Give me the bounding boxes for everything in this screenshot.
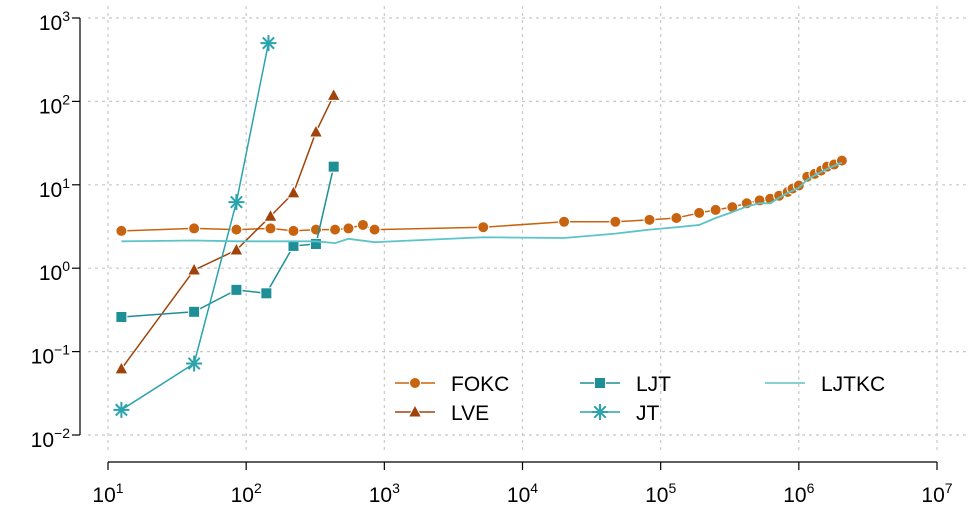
point (308, 123, 324, 138)
y-tick-label-exp: −1 (54, 342, 70, 358)
x-tick-label-exp: 4 (530, 480, 538, 496)
legend-marker (592, 404, 608, 420)
point (260, 287, 273, 300)
x-tick-label: 107 (921, 480, 952, 507)
point (670, 211, 683, 224)
point (113, 401, 130, 418)
point (558, 215, 571, 228)
point (186, 355, 203, 372)
series-line (120, 95, 335, 370)
x-tick-label-exp: 3 (392, 480, 400, 496)
point (115, 310, 128, 323)
point (356, 218, 369, 231)
legend-label: JT (636, 402, 660, 425)
x-tick-label-base: 10 (507, 484, 530, 507)
x-tick-label-base: 10 (369, 484, 392, 507)
y-tick-label-exp: −2 (54, 425, 70, 441)
point (477, 221, 490, 234)
y-tick-label-base: 10 (31, 346, 54, 369)
point (228, 194, 245, 211)
legend-marker (594, 377, 606, 389)
x-tick-label-exp: 6 (807, 480, 815, 496)
point (115, 224, 128, 237)
y-tick-label-exp: 0 (62, 258, 70, 274)
legend-label: LJT (636, 373, 671, 396)
y-tick-label-exp: 3 (62, 8, 70, 24)
point (188, 305, 201, 318)
legend-label: LJTKC (821, 373, 885, 396)
y-tick-label-exp: 1 (62, 175, 70, 191)
x-tick-label-base: 10 (645, 484, 668, 507)
point (286, 184, 301, 199)
x-tick-label-base: 10 (921, 484, 944, 507)
x-tick-label-exp: 2 (254, 480, 262, 496)
legend-label: LVE (451, 402, 489, 425)
x-tick-label-exp: 1 (116, 480, 124, 496)
y-tick-label-base: 10 (39, 262, 62, 285)
point (309, 238, 322, 251)
point (327, 160, 340, 173)
y-tick-label-base: 10 (39, 95, 62, 118)
y-tick-label-base: 10 (39, 12, 62, 35)
point (114, 360, 129, 375)
y-tick-label: 101 (39, 175, 70, 202)
point (260, 35, 277, 52)
x-tick-label-exp: 5 (668, 480, 676, 496)
point (643, 213, 656, 226)
x-tick-label: 105 (645, 480, 676, 507)
point (329, 223, 342, 236)
point (609, 215, 622, 228)
series-line (120, 42, 270, 411)
y-tick-label: 103 (39, 8, 70, 35)
series-line (121, 161, 843, 245)
point (326, 87, 342, 101)
y-tick-label-base: 10 (31, 429, 54, 452)
y-tick-label: 100 (39, 258, 70, 285)
x-tick-label: 103 (369, 480, 400, 507)
point (287, 224, 300, 237)
series-line (121, 159, 843, 232)
y-tick-label: 10−1 (31, 342, 71, 369)
x-tick-label: 104 (507, 480, 538, 507)
y-tick-label-base: 10 (39, 179, 62, 202)
x-tick-label: 102 (231, 480, 262, 507)
point (230, 283, 243, 296)
point (186, 262, 202, 276)
point (264, 222, 277, 235)
point (230, 223, 243, 236)
x-tick-label-base: 10 (231, 484, 254, 507)
y-tick-label-exp: 2 (62, 91, 70, 107)
y-tick-label: 102 (39, 91, 70, 118)
legend-marker (407, 403, 423, 418)
legend-label: FOKC (451, 373, 509, 396)
x-tick-label: 106 (783, 480, 814, 507)
point (368, 223, 381, 236)
point (229, 242, 244, 256)
x-tick-label: 101 (92, 480, 123, 507)
x-tick-label-exp: 7 (945, 480, 953, 496)
x-tick-label-base: 10 (92, 484, 115, 507)
legend-marker (409, 377, 421, 389)
point (693, 206, 706, 219)
x-tick-label-base: 10 (783, 484, 806, 507)
point (287, 239, 300, 252)
point (709, 203, 722, 216)
y-tick-label: 10−2 (31, 425, 71, 452)
point (188, 222, 201, 235)
point (342, 222, 355, 235)
point (263, 208, 278, 222)
